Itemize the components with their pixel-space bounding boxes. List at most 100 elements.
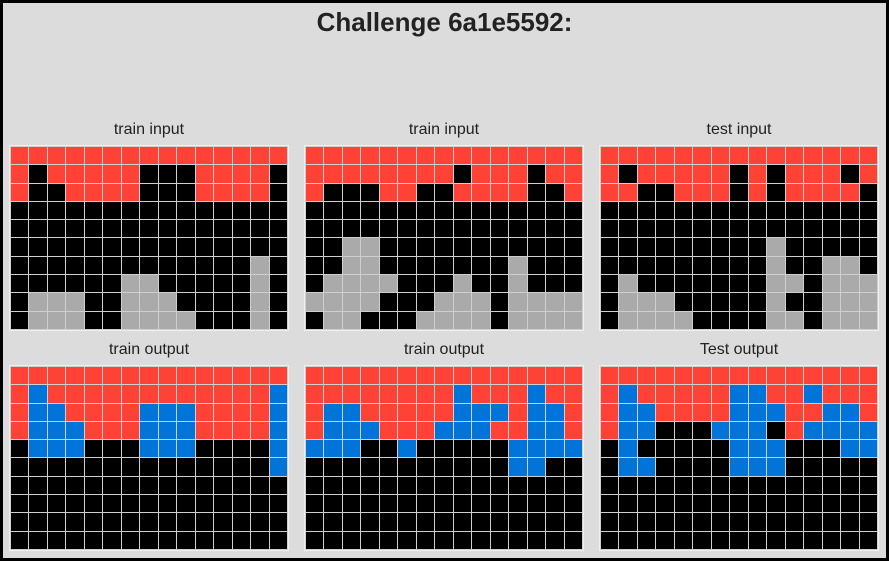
grid-cell xyxy=(711,147,730,165)
grid-cell xyxy=(527,458,546,476)
grid-cell xyxy=(748,201,767,220)
grid-cell xyxy=(822,256,841,275)
grid-cell xyxy=(103,183,121,201)
grid-cell xyxy=(564,256,582,275)
panel-label: test input xyxy=(706,121,772,138)
grid-cell xyxy=(11,476,29,495)
grid-cell xyxy=(804,513,822,531)
grid-cell xyxy=(674,256,693,275)
grid-cell xyxy=(601,220,619,238)
grid-cell xyxy=(66,531,84,549)
grid-cell xyxy=(453,311,472,329)
grid-cell xyxy=(269,147,287,165)
grid-cell xyxy=(103,513,121,531)
grid-cell xyxy=(435,476,453,495)
grid-cell xyxy=(859,367,877,385)
grid-cell xyxy=(509,440,527,458)
grid-cell xyxy=(748,165,767,183)
grid-cell xyxy=(103,421,121,440)
grid-cell xyxy=(195,440,214,458)
grid-cell xyxy=(767,403,785,421)
grid-cell xyxy=(398,147,416,165)
grid-cell xyxy=(140,293,158,311)
grid-cell xyxy=(361,421,379,440)
grid-cell xyxy=(841,421,859,440)
grid-cell xyxy=(767,458,785,476)
grid-cell xyxy=(66,183,84,201)
grid-cell xyxy=(674,275,693,293)
grid-cell xyxy=(564,238,582,256)
grid-cell xyxy=(546,458,564,476)
grid-cell xyxy=(656,311,674,329)
grid-cell xyxy=(674,531,693,549)
grid-cell xyxy=(158,147,177,165)
grid-cell xyxy=(158,165,177,183)
grid-cell xyxy=(490,238,509,256)
grid-cell xyxy=(66,275,84,293)
grid-cell xyxy=(601,367,619,385)
grid-cell xyxy=(269,220,287,238)
grid-cell xyxy=(269,440,287,458)
grid-cell xyxy=(342,311,361,329)
grid-cell xyxy=(232,458,251,476)
grid-cell xyxy=(232,147,251,165)
grid-cell xyxy=(619,367,637,385)
grid-cell xyxy=(306,385,324,403)
grid-cell xyxy=(472,275,490,293)
grid-cell xyxy=(656,238,674,256)
grid-cell xyxy=(29,367,47,385)
grid-cell xyxy=(637,293,656,311)
grid-cell xyxy=(730,531,748,549)
grid-cell xyxy=(379,147,398,165)
grid-cell xyxy=(84,293,103,311)
grid-cell xyxy=(841,367,859,385)
grid-cell xyxy=(804,531,822,549)
grid-cell xyxy=(47,513,66,531)
grid-cell xyxy=(29,238,47,256)
grid-cell xyxy=(804,238,822,256)
grid-cell xyxy=(601,311,619,329)
grid-cell xyxy=(859,201,877,220)
grid-cell xyxy=(601,256,619,275)
grid-cell xyxy=(693,201,711,220)
grid-cell xyxy=(730,183,748,201)
grid-cell xyxy=(435,403,453,421)
grid-cell xyxy=(324,275,342,293)
grid-cell xyxy=(711,513,730,531)
grid-cell xyxy=(748,293,767,311)
grid-cell xyxy=(748,440,767,458)
grid-cell xyxy=(546,238,564,256)
grid-cell xyxy=(29,165,47,183)
grid-cell xyxy=(398,256,416,275)
grid-cell xyxy=(785,311,804,329)
grid-cell xyxy=(379,275,398,293)
grid-cell xyxy=(214,256,232,275)
grid-cell xyxy=(564,440,582,458)
grid-cell xyxy=(490,293,509,311)
grid-cell xyxy=(601,201,619,220)
grid-cell xyxy=(637,458,656,476)
grid-cell xyxy=(232,403,251,421)
grid-cell xyxy=(361,311,379,329)
grid-cell xyxy=(324,385,342,403)
grid-cell xyxy=(232,495,251,513)
grid-cell xyxy=(472,220,490,238)
grid-cell xyxy=(453,495,472,513)
grid-cell xyxy=(637,275,656,293)
grid-cell xyxy=(693,531,711,549)
grid-cell xyxy=(84,275,103,293)
grid-cell xyxy=(29,275,47,293)
grid-cell xyxy=(767,311,785,329)
grid-cell xyxy=(66,311,84,329)
grid-cell xyxy=(619,458,637,476)
grid-cell xyxy=(195,385,214,403)
grid-cell xyxy=(214,476,232,495)
grid-cell xyxy=(619,293,637,311)
grid-cell xyxy=(711,476,730,495)
grid-cell xyxy=(269,495,287,513)
grid-cell xyxy=(214,421,232,440)
grid-cell xyxy=(158,531,177,549)
grid-cell xyxy=(435,440,453,458)
grid-cell xyxy=(564,220,582,238)
grid-cell xyxy=(619,403,637,421)
